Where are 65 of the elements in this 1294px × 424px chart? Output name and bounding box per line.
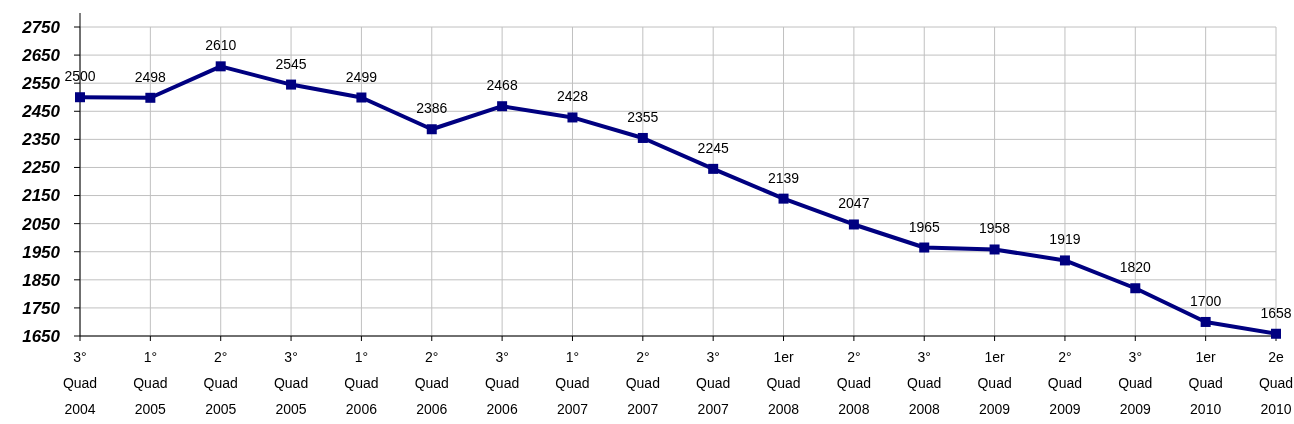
x-tick-label: 1° Quad 2006 [344, 349, 379, 417]
data-label: 2386 [416, 100, 448, 117]
data-label: 2610 [205, 37, 237, 54]
data-label: 2545 [275, 55, 307, 72]
y-tick-label: 1950 [22, 242, 61, 262]
point [356, 92, 367, 103]
y-tick-label: 2750 [21, 17, 61, 37]
x-tick-label: 1er Quad 2010 [1188, 349, 1223, 417]
point [1200, 316, 1211, 327]
y-tick-label: 2450 [21, 102, 61, 122]
data-label: 2245 [697, 139, 729, 156]
x-tick-label: 2° Quad 2006 [414, 349, 449, 417]
data-label: 1958 [979, 220, 1011, 237]
x-tick-label: 1° Quad 2007 [555, 349, 590, 417]
y-tick-label: 2550 [21, 74, 61, 94]
x-tick-label: 1er Quad 2009 [977, 349, 1012, 417]
point [286, 79, 297, 90]
x-tick-label: 3° Quad 2007 [696, 349, 731, 417]
y-tick-label: 1850 [22, 270, 61, 290]
y-tick-label: 2150 [21, 186, 61, 206]
data-label: 2355 [627, 108, 659, 125]
point [848, 219, 859, 230]
point [1130, 283, 1141, 294]
point [75, 92, 85, 103]
y-tick-label: 1750 [22, 298, 61, 318]
data-label: 1820 [1119, 259, 1152, 276]
point [426, 124, 437, 135]
data-label: 1965 [908, 218, 941, 235]
x-tick-label: 2e Quad 2010 [1258, 349, 1294, 417]
x-tick-label: 3° Quad 2009 [1118, 349, 1153, 417]
point [778, 193, 789, 204]
point [497, 101, 508, 112]
x-tick-label: 2° Quad 2005 [203, 349, 238, 417]
data-label: 1919 [1049, 231, 1081, 248]
point [1059, 255, 1070, 266]
data-label: 1700 [1190, 292, 1222, 309]
point [567, 112, 578, 123]
data-label: 2499 [345, 68, 378, 85]
point [708, 163, 719, 174]
y-tick-label: 2050 [21, 214, 61, 234]
data-label: 2468 [486, 77, 518, 94]
x-tick-label: 1er Quad 2008 [766, 349, 801, 417]
point [919, 242, 930, 253]
data-label: 1658 [1260, 304, 1292, 321]
data-label: 2047 [838, 195, 870, 212]
y-tick-label: 2250 [21, 158, 61, 178]
x-tick-label: 3° Quad 2005 [273, 349, 309, 417]
x-tick-label: 3° Quad 2006 [484, 349, 520, 417]
point [637, 132, 648, 143]
data-label: 2428 [556, 88, 589, 105]
x-tick-label: 3° Quad 2004 [62, 349, 98, 417]
y-tick-label: 2650 [21, 46, 61, 66]
x-tick-label: 2° Quad 2008 [836, 349, 872, 417]
y-tick-label: 2350 [21, 130, 61, 150]
data-label: 2498 [134, 68, 167, 85]
data-label: 2139 [767, 169, 800, 186]
x-tick-label: 3° Quad 2008 [907, 349, 942, 417]
point [215, 61, 226, 72]
point [145, 92, 156, 103]
x-tick-label: 2° Quad 2009 [1047, 349, 1083, 417]
point [1271, 328, 1281, 339]
point [989, 244, 1000, 255]
x-tick-label: 2° Quad 2007 [625, 349, 660, 417]
x-tick-label: 1° Quad 2005 [133, 349, 168, 417]
y-tick-label: 1650 [22, 326, 61, 346]
